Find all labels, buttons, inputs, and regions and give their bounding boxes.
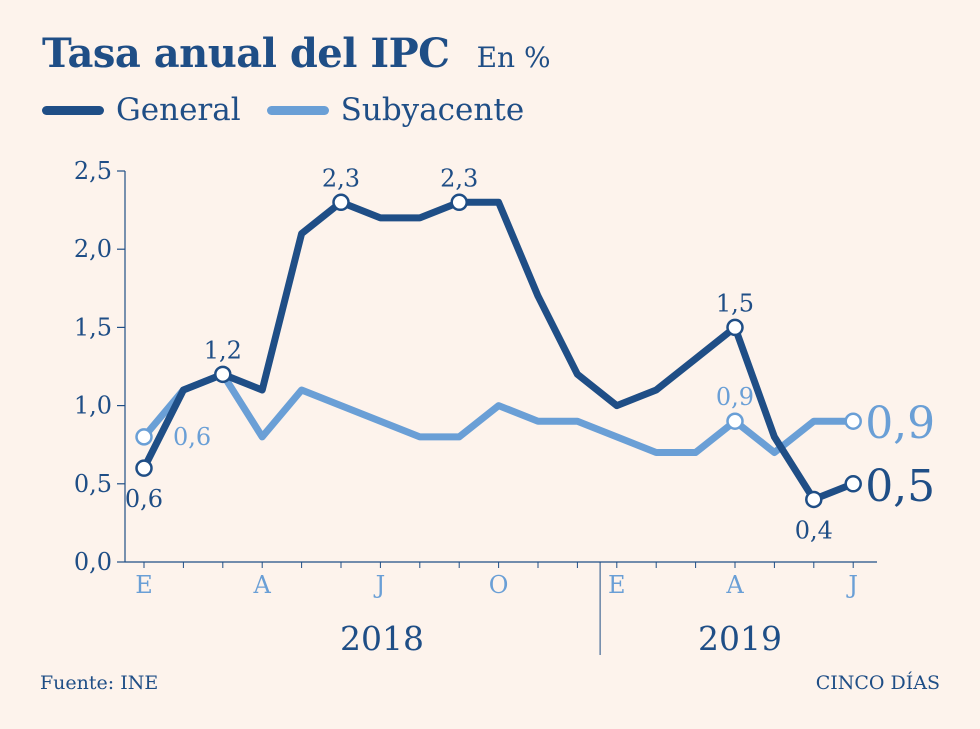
x-tick-label: J [373,571,386,599]
data-point-general [332,193,350,212]
year-label: 2018 [340,619,424,658]
data-point-subyacente [135,428,153,446]
data-label-general: 2,3 [440,164,478,192]
x-tick-label: O [489,571,509,599]
data-label-subyacente: 0,9 [865,398,935,449]
x-tick-label: A [725,571,744,599]
legend-label-subyacente: Subyacente [340,92,525,128]
data-point-general [135,459,153,477]
data-label-general: 0,5 [865,461,935,512]
y-tick-label: 2,5 [74,157,112,185]
series-line-general [140,198,857,503]
source-note: Fuente: INE [40,672,159,694]
data-label-subyacente: 0,9 [716,383,754,411]
chart-legend: General Subyacente [42,92,550,128]
legend-item-subyacente: Subyacente [266,92,525,128]
data-label-general: 0,4 [795,516,833,544]
data-point-subyacente [726,412,744,430]
legend-label-general: General [116,92,241,128]
x-tick-label: J [845,571,858,599]
data-point-general [214,365,232,384]
y-tick-label: 1,5 [74,313,112,341]
chart-header: Tasa anual del IPC En % [42,30,551,77]
data-point-general [844,475,862,493]
x-tick-label: A [253,571,272,599]
chart-title: Tasa anual del IPC [42,30,450,77]
y-tick-label: 0,0 [74,548,112,576]
data-label-general: 0,6 [125,485,163,513]
legend-swatch-general [42,105,104,115]
legend-swatch-subyacente [266,105,329,115]
y-tick-label: 1,0 [74,392,112,420]
publisher-brand: CINCO DÍAS [815,672,940,694]
data-label-general: 1,5 [716,289,754,317]
x-tick-label: E [135,571,153,599]
data-label-subyacente: 0,6 [173,423,211,451]
year-label: 2019 [698,619,782,658]
data-point-general [805,490,823,509]
data-label-general: 2,3 [322,164,360,192]
y-tick-label: 0,5 [74,470,112,498]
chart-subtitle: En % [476,41,551,74]
y-tick-label: 2,0 [74,235,112,263]
x-tick-label: E [608,571,626,599]
data-point-subyacente [844,412,862,430]
legend-item-general: General [42,92,241,128]
data-point-general [450,193,468,212]
data-label-general: 1,2 [204,336,242,364]
data-point-general [726,318,744,337]
